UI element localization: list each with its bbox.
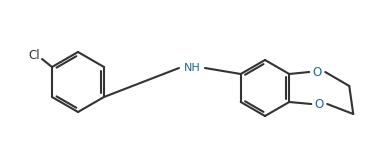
Text: NH: NH [184,63,201,73]
Text: O: O [315,98,324,110]
Text: O: O [312,66,322,79]
Text: Cl: Cl [28,48,40,62]
